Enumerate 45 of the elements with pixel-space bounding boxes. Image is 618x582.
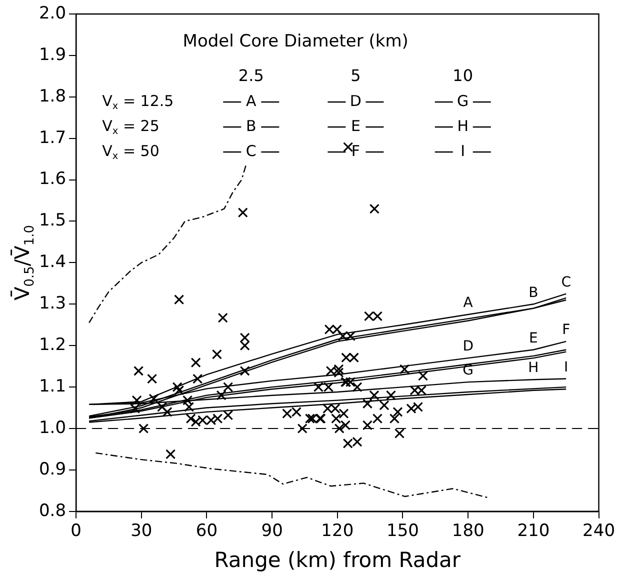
- y-tick-label: 1.0: [38, 418, 66, 438]
- x-tick-label: 120: [321, 521, 354, 542]
- y-tick-label: 1.6: [38, 169, 66, 190]
- y-tick-label: 1.1: [38, 376, 66, 396]
- text: H: [528, 360, 539, 376]
- x-tick-label: 90: [261, 521, 283, 542]
- y-tick-label: 1.8: [38, 86, 66, 106]
- y-tick-label: 1.4: [38, 252, 66, 272]
- legend-label: I: [460, 142, 466, 160]
- y-tick-label: 0.8: [38, 500, 66, 521]
- annotation: 2.5: [238, 66, 264, 86]
- legend-label: E: [350, 116, 360, 135]
- y-tick-label: 2.0: [38, 3, 66, 24]
- legend-label: G: [457, 92, 469, 110]
- annotation: 10: [452, 66, 474, 86]
- x-tick-label: 0: [70, 521, 82, 542]
- legend-label: A: [246, 92, 258, 110]
- text: A: [463, 295, 473, 312]
- y-tick-label: 1.9: [38, 44, 66, 65]
- x-tick-label: 150: [386, 521, 419, 542]
- text: C: [561, 274, 571, 290]
- text: E: [529, 330, 538, 346]
- legend-title: Model Core Diameter (km): [182, 31, 408, 52]
- y-tick-label: 1.7: [38, 128, 66, 148]
- text: I: [564, 359, 568, 376]
- y-tick-label: 1.3: [38, 294, 66, 314]
- x-tick-label: 60: [196, 521, 218, 542]
- annotation: 5: [350, 66, 361, 86]
- y-tick-label: 0.9: [38, 459, 66, 480]
- text: F: [562, 322, 570, 338]
- x-tick-label: 180: [452, 521, 484, 542]
- text: B: [528, 284, 538, 301]
- text: D: [462, 338, 474, 355]
- legend-label: C: [246, 142, 256, 160]
- legend-label: B: [246, 116, 256, 135]
- x-tick-label: 210: [517, 521, 550, 542]
- x-tick-label: 240: [582, 521, 616, 542]
- legend-label: D: [350, 92, 362, 110]
- y-tick-label: 1.2: [38, 335, 66, 356]
- x-tick-label: 30: [130, 521, 152, 542]
- y-tick-label: 1.5: [38, 210, 66, 231]
- y-axis-title: V̄0.5/V̄1.0: [10, 224, 38, 300]
- legend-label: H: [457, 116, 469, 135]
- x-axis-title: Range (km) from Radar: [214, 548, 461, 572]
- legend-label: F: [351, 142, 360, 160]
